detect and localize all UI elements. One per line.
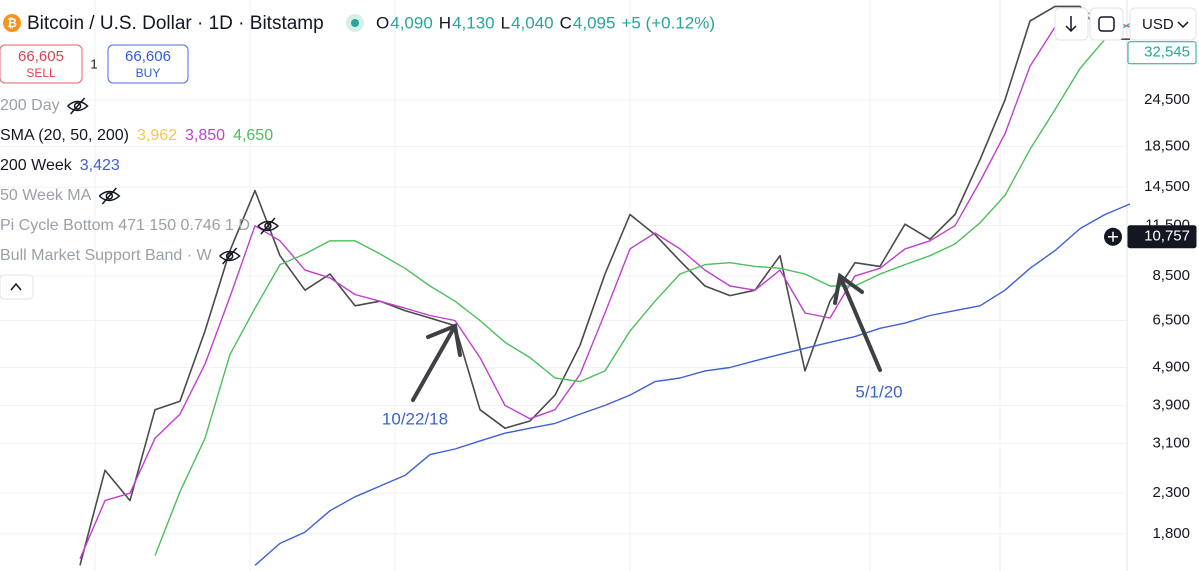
indicator-name: 200 Day <box>0 97 60 114</box>
indicator-value: 3,423 <box>80 157 120 174</box>
ohlc-key: H <box>439 13 451 32</box>
hidden-eye-pupil <box>73 102 82 110</box>
indicator-name: SMA (20, 50, 200) <box>0 127 129 144</box>
series-line <box>79 5 1130 566</box>
ohlc-value: 4,040 <box>511 13 554 32</box>
series-line <box>154 22 1131 556</box>
indicator-name: Bull Market Support Band · W <box>0 247 213 264</box>
hidden-eye-pupil <box>105 192 114 200</box>
price-axis: 1,8002,3003,1003,9004,9006,5008,50011,50… <box>1104 41 1197 542</box>
ohlc-key: O <box>376 13 389 32</box>
price-marker-label: 10,757 <box>1144 228 1190 245</box>
ohlc-key: C <box>560 13 572 32</box>
indicator-name: Pi Cycle Bottom 471 150 0.746 1 D <box>0 217 250 234</box>
hidden-eye-pupil <box>225 252 234 260</box>
y-tick-label: 2,300 <box>1152 484 1190 501</box>
y-tick-label: 4,900 <box>1152 358 1190 375</box>
spread: 1 <box>90 56 97 71</box>
y-tick-label: 18,500 <box>1144 138 1190 155</box>
sell-button[interactable] <box>0 44 83 84</box>
fullscreen-icon <box>1098 16 1115 32</box>
buy-button[interactable] <box>107 44 189 84</box>
hidden-eye-icon <box>219 247 241 265</box>
arrows <box>411 272 882 402</box>
indicator-value: 3,962 <box>137 127 177 144</box>
currency-caret <box>1177 21 1189 29</box>
y-tick-label: 14,500 <box>1144 178 1190 195</box>
sell-label: SELL <box>26 66 56 80</box>
plot <box>0 5 1131 566</box>
annotation: 10/22/18 <box>382 409 448 428</box>
annotation: 5/1/20 <box>855 382 902 401</box>
y-tick-label: 3,100 <box>1152 435 1190 452</box>
y-tick-label: 1,800 <box>1152 525 1190 542</box>
hidden-eye-pupil <box>264 222 272 230</box>
series-line <box>79 9 1131 560</box>
symbol-title: Bitcoin / U.S. Dollar · 1D · Bitstamp <box>27 13 324 34</box>
price-marker-label: 32,545 <box>1144 44 1190 61</box>
crosshair-plus-icon <box>1108 231 1118 242</box>
btc-icon-glyph: ₿ <box>7 16 17 30</box>
ohlc-key: L <box>501 13 510 32</box>
vertical-grid <box>94 0 1001 571</box>
y-tick-label: 24,500 <box>1144 91 1190 108</box>
hidden-eye-icon <box>98 187 121 205</box>
fullscreen-button[interactable] <box>1089 7 1124 41</box>
ohlc-value: 4,130 <box>452 13 495 32</box>
btc-icon <box>3 14 21 32</box>
collapse-button[interactable] <box>0 274 34 300</box>
down-icon <box>1065 16 1077 33</box>
ohlc-value: 4,095 <box>573 13 616 32</box>
buy-label: BUY <box>136 66 161 80</box>
currency-button[interactable] <box>1129 7 1197 41</box>
series-line <box>254 203 1131 566</box>
y-tick-label: 6,500 <box>1152 311 1190 328</box>
currency: USD <box>1142 16 1174 33</box>
market-status-dot <box>351 19 359 27</box>
ohlc-value: 4,090 <box>390 13 433 32</box>
indicator-value: 3,850 <box>185 127 225 144</box>
indicator-name: 50 Week MA <box>0 187 92 204</box>
y-tick-label: 8,500 <box>1152 267 1190 284</box>
collapse-icon <box>10 282 22 291</box>
sell-price: 66,605 <box>18 48 64 65</box>
buy-price: 66,606 <box>125 48 171 65</box>
hidden-eye-icon <box>257 217 280 235</box>
indicators: 200 Day SMA (20, 50, 200) 3,962 3,850 4,650 2… <box>0 97 280 265</box>
indicator-value: 4,650 <box>233 127 273 144</box>
price-marker <box>1127 225 1197 249</box>
y-tick-label: 3,900 <box>1152 396 1190 413</box>
hidden-eye-icon <box>67 97 89 115</box>
price-marker <box>1127 41 1197 65</box>
ohlc: O 4,090 H 4,130 L 4,040 C 4,095 +5 (+0.12%) <box>376 13 715 32</box>
indicator-name: 200 Week <box>0 157 73 174</box>
change: +5 (+0.12%) <box>621 13 715 32</box>
